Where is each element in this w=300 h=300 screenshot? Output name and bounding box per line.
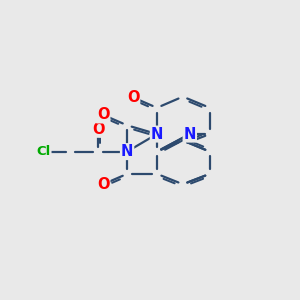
Text: N: N: [151, 127, 163, 142]
Text: N: N: [121, 144, 133, 159]
Text: O: O: [92, 122, 104, 137]
Text: Cl: Cl: [36, 145, 51, 158]
Text: N: N: [184, 127, 196, 142]
Text: O: O: [97, 177, 110, 192]
Text: O: O: [127, 90, 139, 105]
Text: O: O: [97, 107, 110, 122]
